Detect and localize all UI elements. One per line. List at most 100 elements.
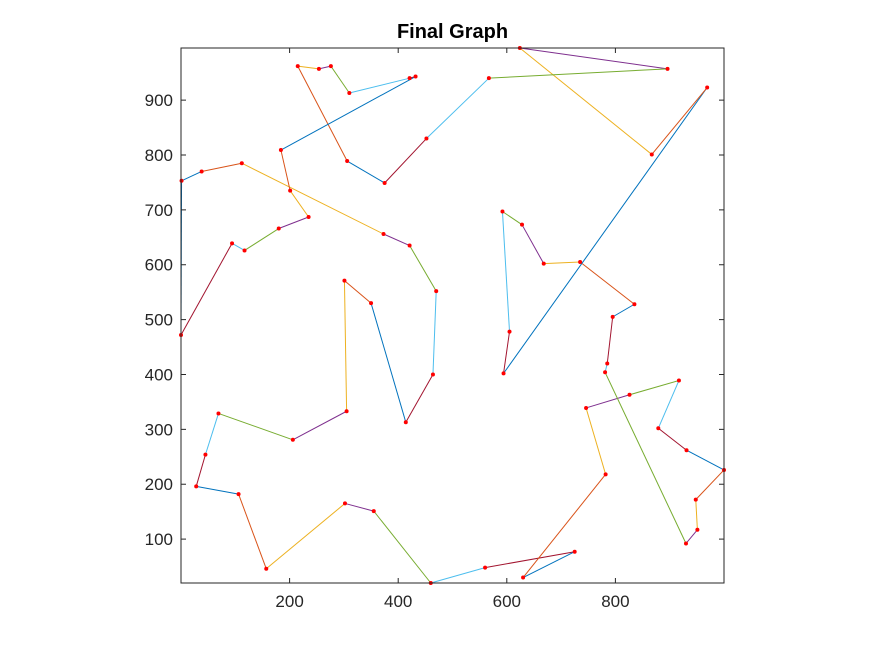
node-24 bbox=[603, 472, 608, 477]
y-tick-label: 900 bbox=[145, 91, 173, 110]
ticks-layer: 200 400 600 800 100 200 300 400 500 600 700 800 900 bbox=[145, 48, 724, 611]
edge-52 bbox=[297, 65, 319, 70]
edge-22 bbox=[522, 551, 575, 578]
node-26 bbox=[627, 392, 632, 397]
node-8 bbox=[403, 420, 408, 425]
edge-32 bbox=[685, 529, 698, 544]
edge-14 bbox=[195, 454, 206, 487]
node-5 bbox=[407, 243, 412, 248]
node-17 bbox=[264, 566, 269, 571]
node-32 bbox=[695, 527, 700, 532]
edge-12 bbox=[218, 412, 294, 441]
edge-40 bbox=[502, 211, 523, 226]
node-14 bbox=[203, 452, 208, 457]
node-28 bbox=[656, 426, 661, 431]
edge-45 bbox=[519, 47, 653, 155]
node-42 bbox=[507, 329, 512, 334]
edge-33 bbox=[604, 372, 687, 544]
edge-25 bbox=[585, 394, 630, 409]
node-49 bbox=[424, 136, 429, 141]
node-12 bbox=[290, 437, 295, 442]
edge-46 bbox=[519, 47, 668, 70]
node-43 bbox=[501, 371, 506, 376]
node-11 bbox=[344, 409, 349, 414]
node-48 bbox=[486, 76, 491, 81]
edge-35 bbox=[606, 316, 614, 364]
y-tick-label: 200 bbox=[145, 475, 173, 494]
edge-55 bbox=[349, 77, 410, 94]
node-3 bbox=[239, 161, 244, 166]
y-tick-label: 500 bbox=[145, 311, 173, 330]
edge-3 bbox=[241, 162, 384, 235]
node-55 bbox=[347, 90, 352, 95]
edges-layer bbox=[180, 47, 725, 584]
edge-54 bbox=[330, 65, 350, 94]
edge-23 bbox=[522, 474, 607, 578]
edge-7 bbox=[405, 374, 434, 423]
edge-53 bbox=[318, 65, 331, 70]
node-52 bbox=[295, 64, 300, 69]
edge-28 bbox=[657, 427, 687, 451]
edge-37 bbox=[579, 261, 635, 305]
node-44 bbox=[705, 85, 710, 90]
node-39 bbox=[541, 261, 546, 266]
node-56 bbox=[407, 76, 412, 81]
x-tick-label: 800 bbox=[601, 592, 629, 611]
node-10 bbox=[342, 278, 347, 283]
node-57 bbox=[413, 74, 418, 79]
edge-2 bbox=[201, 162, 242, 172]
edge-43 bbox=[503, 87, 708, 374]
node-7 bbox=[430, 372, 435, 377]
node-6 bbox=[434, 289, 439, 294]
node-33 bbox=[683, 541, 688, 546]
edge-21 bbox=[484, 551, 575, 569]
node-18 bbox=[342, 501, 347, 506]
node-16 bbox=[236, 492, 241, 497]
edge-9 bbox=[344, 280, 372, 304]
edge-20 bbox=[430, 567, 486, 584]
node-41 bbox=[500, 209, 505, 214]
node-53 bbox=[316, 66, 321, 71]
node-21 bbox=[483, 565, 488, 570]
node-50 bbox=[382, 180, 387, 185]
edge-13 bbox=[204, 413, 219, 455]
edge-49 bbox=[384, 138, 427, 184]
node-47 bbox=[665, 66, 670, 71]
node-9 bbox=[369, 301, 374, 306]
node-2 bbox=[199, 169, 204, 174]
edge-61 bbox=[244, 228, 280, 251]
edge-42 bbox=[503, 331, 511, 374]
edge-30 bbox=[695, 469, 725, 500]
edge-16 bbox=[238, 493, 267, 569]
y-tick-label: 100 bbox=[145, 530, 173, 549]
node-60 bbox=[306, 215, 311, 220]
edge-63 bbox=[180, 243, 233, 336]
edge-15 bbox=[196, 485, 239, 495]
node-4 bbox=[381, 232, 386, 237]
node-25 bbox=[584, 405, 589, 410]
node-15 bbox=[194, 484, 199, 489]
edge-8 bbox=[370, 303, 407, 423]
edge-26 bbox=[629, 380, 680, 396]
node-35 bbox=[605, 361, 610, 366]
chart-title: Final Graph bbox=[397, 21, 508, 43]
edge-24 bbox=[585, 407, 607, 475]
y-tick-label: 400 bbox=[145, 365, 173, 384]
axes-box bbox=[180, 47, 725, 584]
edge-62 bbox=[231, 242, 245, 251]
edge-44 bbox=[651, 87, 708, 155]
edge-36 bbox=[612, 303, 635, 318]
node-19 bbox=[371, 509, 376, 514]
edge-10 bbox=[343, 280, 348, 412]
edge-31 bbox=[695, 499, 698, 530]
y-tick-label: 800 bbox=[145, 146, 173, 165]
edge-29 bbox=[686, 449, 725, 471]
y-tick-label: 700 bbox=[145, 201, 173, 220]
nodes-layer bbox=[179, 46, 726, 585]
edge-27 bbox=[657, 380, 680, 429]
y-tick-label: 300 bbox=[145, 420, 173, 439]
x-tick-label: 600 bbox=[493, 592, 521, 611]
plot-area bbox=[181, 48, 724, 583]
